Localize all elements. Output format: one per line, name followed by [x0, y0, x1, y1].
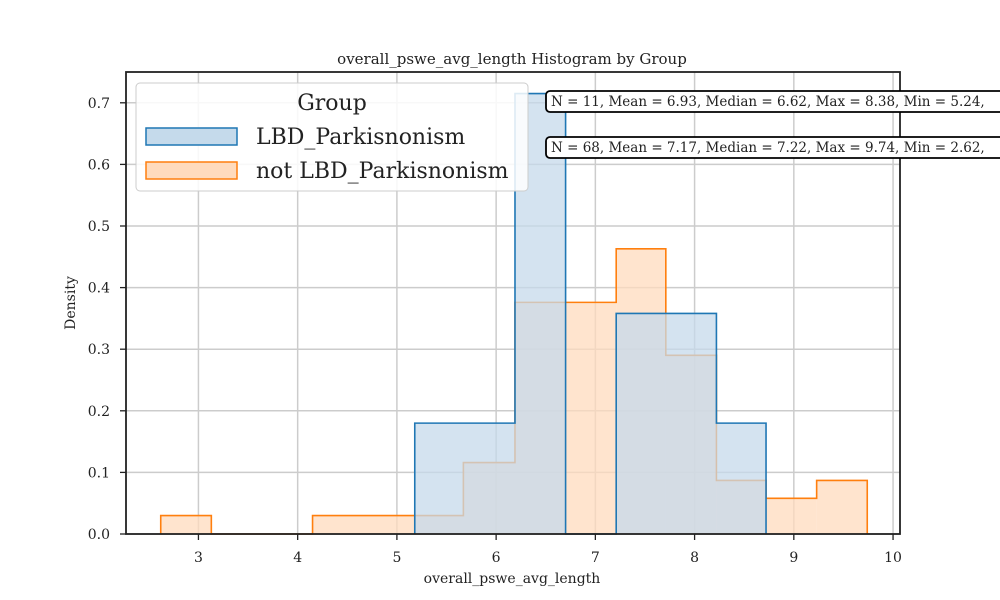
x-tick-label: 6: [492, 550, 501, 566]
plot-frame: [125, 71, 901, 535]
y-tick-label: 0.5: [88, 219, 110, 235]
x-tick-label: 10: [884, 550, 902, 566]
x-tick-label: 7: [591, 550, 600, 566]
x-tick-label: 5: [392, 550, 401, 566]
not-lbd-bar: [816, 480, 868, 534]
legend-swatch-not-lbd: [145, 161, 238, 180]
legend: Group LBD_Parkisnonism not LBD_Parkisnon…: [135, 82, 529, 192]
stats-box-lbd: N = 11, Mean = 6.93, Median = 6.62, Max …: [545, 90, 1000, 113]
x-tick-label: 9: [789, 550, 798, 566]
stats-text-not-lbd: N = 68, Mean = 7.17, Median = 7.22, Max …: [551, 140, 985, 156]
y-axis-label: Density: [63, 276, 79, 330]
y-tick-label: 0.3: [88, 342, 110, 358]
legend-title: Group: [297, 91, 367, 116]
stats-box-lbd-frame: [545, 90, 1000, 113]
x-tick-label: 3: [194, 550, 203, 566]
x-axis-label: overall_pswe_avg_length: [424, 571, 601, 587]
y-tick-label: 0.2: [88, 404, 110, 420]
y-axis-ticks: 0.0 0.1 0.2 0.3 0.4 0.5 0.6 0.7: [88, 96, 126, 543]
not-lbd-bar: [160, 515, 212, 534]
y-tick-label: 0.0: [88, 527, 110, 543]
chart-title: overall_pswe_avg_length Histogram by Gro…: [337, 50, 687, 68]
legend-swatch-lbd: [145, 127, 238, 146]
legend-label-lbd: LBD_Parkisnonism: [256, 125, 465, 150]
stats-box-not-lbd-frame: [545, 136, 1000, 159]
y-tick-label: 0.1: [88, 465, 110, 481]
stats-box-not-lbd: N = 68, Mean = 7.17, Median = 7.22, Max …: [545, 136, 1000, 159]
x-tick-label: 8: [690, 550, 699, 566]
lbd-bar: [716, 423, 767, 534]
y-tick-label: 0.4: [88, 281, 110, 297]
lbd-bar: [414, 423, 515, 534]
stats-text-lbd: N = 11, Mean = 6.93, Median = 6.62, Max …: [551, 94, 985, 110]
x-tick-label: 4: [293, 550, 302, 566]
not-lbd-bar: [766, 498, 817, 534]
y-tick-label: 0.7: [88, 96, 110, 112]
legend-label-not-lbd: not LBD_Parkisnonism: [256, 159, 509, 184]
x-axis-ticks: 3 4 5 6 7 8 9 10: [194, 534, 902, 566]
lbd-bar: [616, 313, 717, 534]
y-tick-label: 0.6: [88, 157, 110, 173]
